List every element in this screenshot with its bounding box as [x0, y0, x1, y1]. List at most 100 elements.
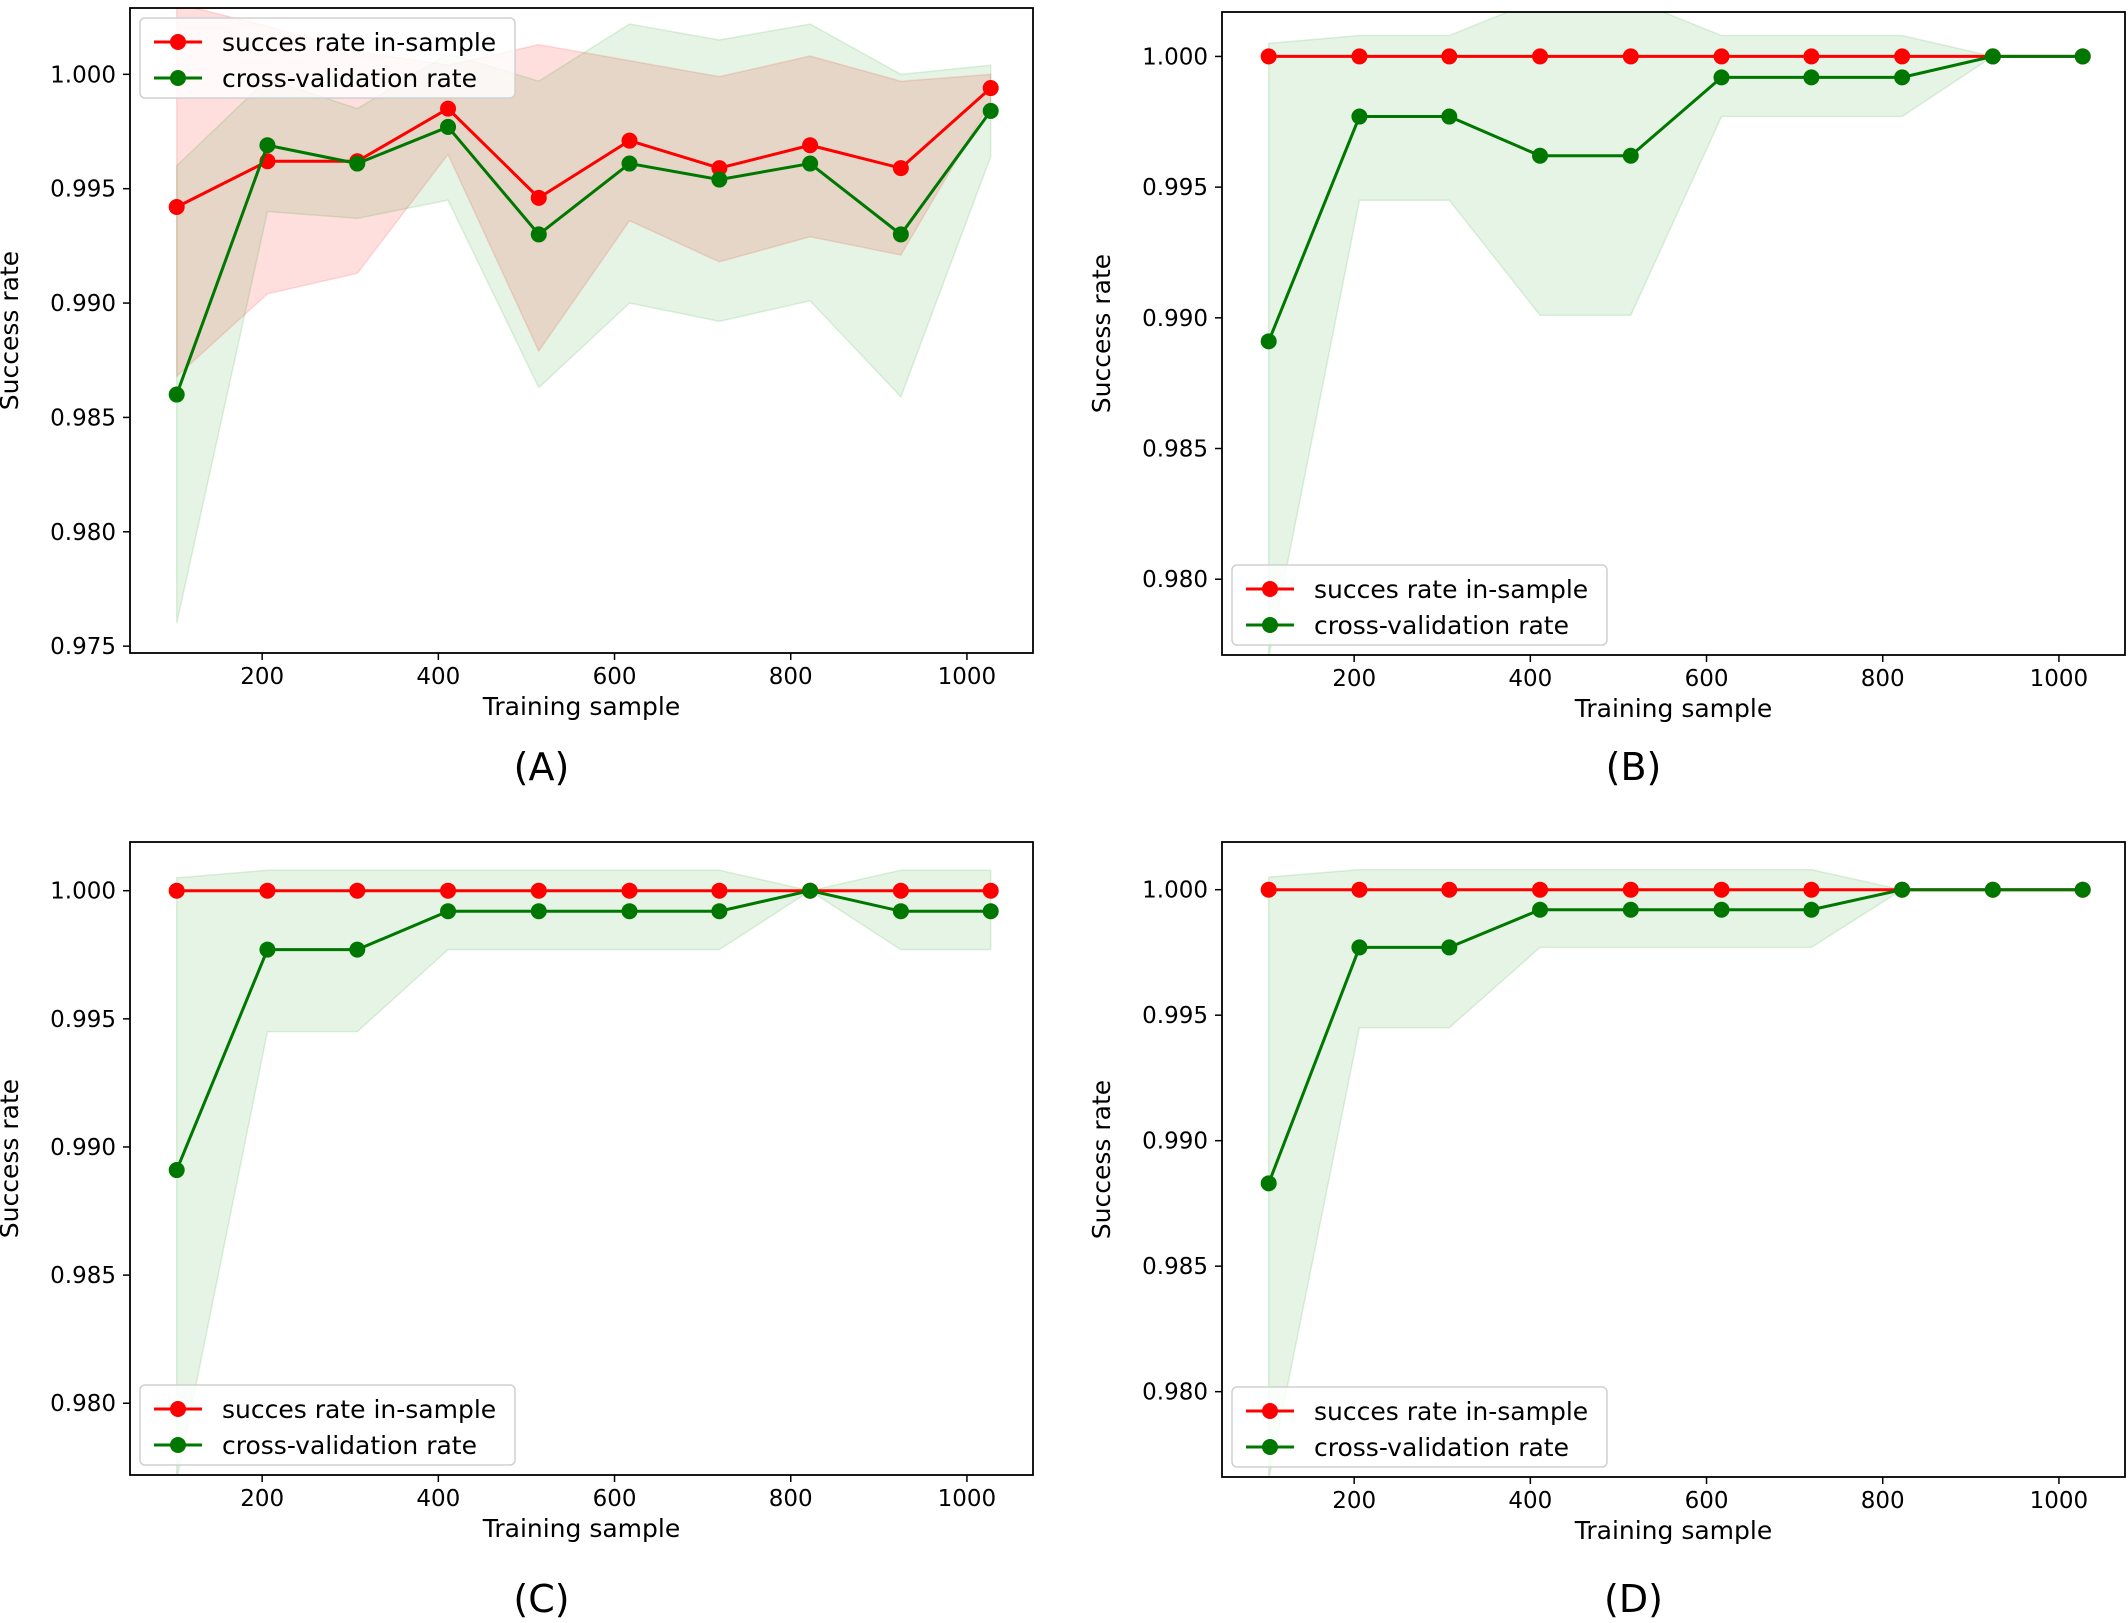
legend-entry-label: cross-validation rate [1314, 1433, 1569, 1462]
y-tick-label: 0.995 [1142, 1003, 1208, 1029]
legend-marker [170, 1401, 186, 1417]
data-point-in-sample [1713, 881, 1730, 898]
y-tick-label: 0.995 [50, 177, 116, 203]
legend-entry-label: cross-validation rate [222, 64, 477, 93]
legend-box [1231, 1386, 1608, 1468]
legend-entry-label: cross-validation rate [222, 1431, 477, 1460]
data-point-in-sample [440, 882, 457, 899]
data-point-cross-validation [530, 226, 547, 243]
y-axis-label: Success rate [1087, 1080, 1116, 1239]
y-tick-label: 0.990 [50, 291, 116, 317]
x-axis-label: Training sample [1574, 694, 1773, 723]
x-tick-label: 200 [1332, 666, 1376, 692]
data-point-cross-validation [1351, 108, 1368, 125]
data-point-cross-validation [1803, 69, 1820, 86]
data-point-in-sample [1441, 881, 1458, 898]
x-tick-label: 800 [769, 1486, 813, 1512]
series-line-cross-validation [1267, 54, 2083, 342]
series-line-cross-validation [175, 889, 991, 1171]
y-tick-label: 0.990 [50, 1135, 116, 1161]
data-point-cross-validation [1894, 69, 1911, 86]
data-point-in-sample [1622, 48, 1639, 65]
data-point-in-sample [1894, 48, 1911, 65]
data-point-in-sample [168, 882, 185, 899]
chart-panel-d: 200 400 600 800 1000 0.980 0.985 0.990 0.995 1.00… [1087, 841, 2126, 1621]
legend-marker [1262, 1439, 1278, 1455]
data-point-in-sample [711, 160, 728, 177]
legend-entry-label: succes rate in-sample [1314, 1397, 1588, 1426]
x-tick-label: 1000 [2030, 666, 2089, 692]
data-point-in-sample [1260, 48, 1277, 65]
x-tick-label: 600 [1685, 1488, 1729, 1514]
data-point-cross-validation [2074, 48, 2091, 65]
legend-entry-label: succes rate in-sample [222, 28, 496, 57]
series-line-cross-validation [175, 110, 992, 396]
x-tick-label: 400 [416, 1486, 460, 1512]
y-tick-label: 0.980 [50, 1391, 116, 1417]
data-point-in-sample [892, 882, 909, 899]
confidence-band-cross-validation [1267, 12, 2083, 655]
series-line-in-sample [176, 86, 992, 209]
x-tick-label: 200 [240, 664, 284, 690]
data-point-cross-validation [1622, 901, 1639, 918]
data-point-in-sample [440, 100, 457, 117]
data-point-in-sample [892, 160, 909, 177]
y-tick-label: 1.000 [50, 62, 116, 88]
data-point-cross-validation [1894, 881, 1911, 898]
y-tick-label: 0.980 [50, 520, 116, 546]
data-point-cross-validation [1441, 939, 1458, 956]
data-point-cross-validation [1622, 147, 1639, 164]
data-point-in-sample [711, 882, 728, 899]
chart-panel-b: 200 400 600 800 1000 0.980 0.985 0.990 0.995 1.00… [1087, 11, 2126, 789]
x-tick-label: 1000 [938, 1486, 997, 1512]
plot-frame [129, 7, 1034, 654]
legend-marker [1262, 581, 1278, 597]
x-tick-label: 200 [1332, 1488, 1376, 1514]
data-point-cross-validation [982, 102, 999, 119]
x-tick-label: 600 [593, 664, 637, 690]
data-point-cross-validation [1713, 69, 1730, 86]
data-point-in-sample [1803, 881, 1820, 898]
y-tick-label: 0.990 [1142, 1129, 1208, 1155]
data-point-cross-validation [802, 155, 819, 172]
legend: succes rate in-sample cross-validation ra… [139, 1384, 516, 1466]
data-point-in-sample [530, 189, 547, 206]
data-point-in-sample [1622, 881, 1639, 898]
y-tick-label: 0.985 [50, 1263, 116, 1289]
plot-frame [129, 841, 1034, 1476]
plot-frame [1221, 841, 2126, 1478]
chart-panel-a: 200 400 600 800 1000 0.975 0.980 0.985 0.990 0.99… [0, 7, 1034, 789]
data-point-cross-validation [168, 1162, 185, 1179]
legend-box [139, 17, 516, 99]
series-line-cross-validation [1267, 888, 2083, 1184]
y-tick-label: 0.985 [1142, 1254, 1208, 1280]
data-point-cross-validation [1984, 48, 2001, 65]
legend: succes rate in-sample cross-validation ra… [139, 17, 516, 99]
legend-box [139, 1384, 516, 1466]
panel-caption: (C) [513, 1577, 569, 1621]
data-point-cross-validation [1260, 333, 1277, 350]
y-axis-label: Success rate [0, 251, 24, 410]
y-tick-label: 0.985 [1142, 437, 1208, 463]
legend-marker [170, 70, 186, 86]
data-point-in-sample [982, 80, 999, 97]
y-tick-label: 0.990 [1142, 306, 1208, 332]
x-tick-label: 800 [1861, 1488, 1905, 1514]
data-point-cross-validation [440, 903, 457, 920]
data-point-cross-validation [349, 155, 366, 172]
data-point-cross-validation [982, 903, 999, 920]
data-point-cross-validation [621, 903, 638, 920]
data-point-in-sample [1351, 881, 1368, 898]
x-tick-label: 600 [1685, 666, 1729, 692]
data-point-cross-validation [1713, 901, 1730, 918]
data-point-cross-validation [349, 941, 366, 958]
data-point-in-sample [259, 882, 276, 899]
x-tick-label: 1000 [2030, 1488, 2089, 1514]
data-point-in-sample [621, 132, 638, 149]
data-point-cross-validation [2074, 881, 2091, 898]
x-tick-label: 600 [593, 1486, 637, 1512]
y-tick-label: 0.975 [50, 634, 116, 660]
panel-caption: (A) [514, 745, 570, 789]
x-axis-label: Training sample [482, 1514, 681, 1543]
data-point-in-sample [349, 882, 366, 899]
